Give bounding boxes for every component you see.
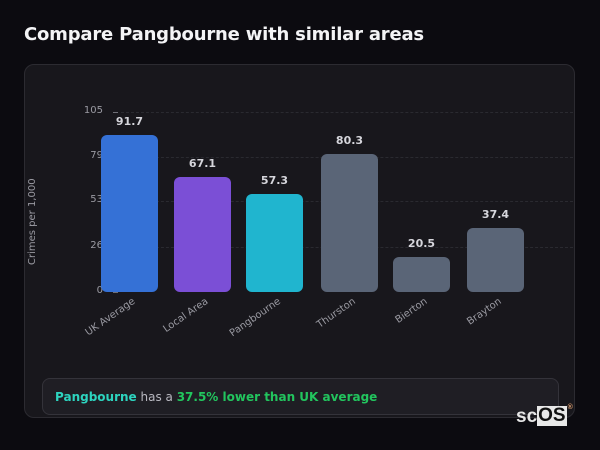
- bar-value-label: 37.4: [481, 207, 510, 221]
- x-tick-label: Thurston: [315, 296, 358, 331]
- insight-box: Pangbourne has a 37.5% lower than UK ave…: [42, 378, 559, 415]
- bar-value-label: 67.1: [188, 156, 217, 170]
- y-tick-label: 105: [83, 105, 103, 116]
- bar-bierton[interactable]: [393, 256, 450, 292]
- y-axis-label: Crimes per 1,000: [27, 178, 38, 265]
- y-tick-mark: [113, 112, 118, 113]
- x-tick-label: Brayton: [465, 296, 504, 328]
- bar-value-label: 80.3: [335, 134, 364, 148]
- y-tick-mark: [113, 292, 118, 293]
- bar-value-label: 57.3: [260, 173, 289, 187]
- bar-thurston[interactable]: [321, 154, 378, 292]
- bar-brayton[interactable]: [467, 227, 524, 292]
- chart-card: Crimes per 1,000 0 26 53 79 105 91.7 UK Averag…: [24, 64, 575, 418]
- logo-prefix: sc: [516, 406, 538, 427]
- page-title: Compare Pangbourne with similar areas: [24, 24, 424, 45]
- bar-value-label: 20.5: [407, 236, 436, 250]
- registered-icon: ®: [567, 404, 573, 411]
- bar-local-area[interactable]: [174, 176, 231, 292]
- x-tick-label: Local Area: [161, 296, 211, 335]
- logo-suffix: OS: [537, 405, 567, 426]
- x-tick-label: Bierton: [393, 296, 430, 326]
- gridline: [121, 112, 573, 113]
- insight-place: Pangbourne: [55, 389, 137, 404]
- insight-connector: has a: [136, 389, 177, 404]
- bar-uk-average[interactable]: [101, 134, 158, 292]
- y-tick-label: 26: [90, 240, 103, 252]
- bar-pangbourne[interactable]: [246, 193, 303, 292]
- bar-value-label: 91.7: [115, 114, 144, 128]
- bar-chart: Crimes per 1,000 0 26 53 79 105 91.7 UK Averag…: [25, 65, 574, 417]
- y-tick-label: 0: [96, 285, 103, 296]
- scos-logo: sc OS ®: [516, 404, 573, 428]
- insight-stat: 37.5% lower than UK average: [176, 389, 378, 404]
- y-tick-label: 79: [90, 149, 103, 161]
- x-tick-label: UK Average: [83, 296, 138, 339]
- y-tick-label: 53: [90, 194, 103, 206]
- x-tick-label: Pangbourne: [227, 296, 283, 340]
